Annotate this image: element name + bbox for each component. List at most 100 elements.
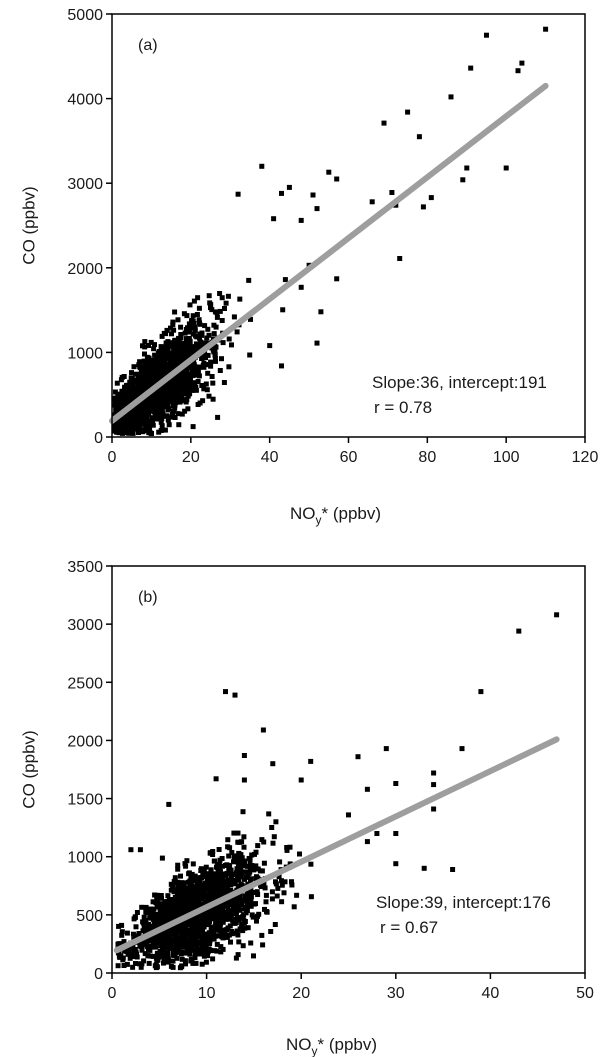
chart-b-point [171,878,177,884]
chart-b-point [239,839,245,845]
chart-b-point [186,944,192,949]
chart-a-point [155,367,161,373]
chart-b-point [235,952,241,958]
chart-a-point [202,323,208,329]
chart-a-point [172,309,178,315]
chart-b-point [199,875,205,881]
chart-b-point [242,861,247,866]
chart-b-point [190,861,196,867]
chart-b-point [140,928,146,934]
chart-b-point [554,612,560,618]
chart-b-point [183,961,188,967]
chart-b-y-tick-label: 2500 [67,675,103,692]
chart-a-point [147,394,153,400]
chart-b-point [241,753,247,758]
chart-b-point [119,929,125,935]
chart-b-point [224,902,230,908]
chart-b-point [256,911,262,917]
chart-a-point [169,331,174,337]
chart-a-point [267,343,273,349]
chart-b-point [156,940,162,946]
chart-b-point [236,906,242,912]
chart-a-point [137,371,143,377]
chart-b-point [161,939,167,945]
chart-b-point [150,909,156,915]
chart-a-point [217,368,223,373]
chart-b-point [161,945,167,951]
chart-b-point [241,920,247,926]
chart-a-point [175,344,181,350]
chart-a-point [209,374,215,379]
chart-b-point [150,899,156,905]
chart-a-point [416,134,422,140]
chart-b-point [279,878,284,884]
chart-a-point [114,380,120,386]
chart-b-point [178,908,184,914]
chart-a-point [180,348,186,354]
chart-b-point [119,932,125,938]
chart-a-point [179,411,185,417]
chart-b-y-axis-label: CO (ppbv) [19,730,38,808]
chart-b-point [214,948,220,954]
chart-a-point [127,411,133,417]
chart-b-point [393,781,399,786]
chart-b-point [179,888,185,894]
chart-b-point [207,947,213,953]
chart-b-point [229,931,235,937]
chart-b-point [223,689,228,695]
chart-a-point [160,346,166,352]
chart-b-point [115,950,121,956]
chart-b-point [163,905,169,911]
chart-b-point [180,920,186,926]
chart-a-point [195,402,201,407]
chart-b-point [220,912,226,918]
chart-a-point [187,302,193,308]
chart-b-point [124,930,130,936]
chart-b-point [181,898,187,904]
chart-b-point [130,943,136,949]
chart-a-point [183,379,189,385]
chart-b-y-tick-label: 1500 [67,792,103,809]
chart-b-point [205,922,211,928]
chart-b-y-tick-label: 2000 [67,733,103,750]
chart-a-point [174,348,180,354]
chart-a-point [235,191,241,197]
chart-a-y-tick-label: 5000 [67,7,103,24]
chart-b-point [240,915,246,921]
chart-b-point [203,864,209,870]
chart-b-point [289,882,295,888]
chart-b-point [185,937,191,943]
chart-a-point [178,332,184,337]
chart-a-point [116,400,122,406]
chart-b-point [196,914,202,920]
chart-a-point [428,195,434,201]
chart-b-point [153,962,159,968]
chart-b-point [185,941,191,947]
chart-a-point [123,400,128,406]
chart-b-point [241,777,247,783]
chart-a-y-axis-label: CO (ppbv) [19,186,38,264]
chart-a-point [212,355,218,361]
chart-a-point [159,333,165,339]
chart-a-point [126,427,132,433]
chart-a-point [149,415,155,421]
chart-b-point [223,883,228,889]
chart-b-point [253,849,259,855]
chart-b-point [450,867,456,872]
chart-a-point [142,339,148,345]
chart-b-point [116,923,122,929]
chart-a-point [176,335,182,341]
chart-b-point [184,907,190,913]
chart-a-point [515,68,521,74]
chart-b-point [230,906,236,912]
chart-b-point [254,918,259,924]
chart-a-point [191,321,197,327]
chart-a-point [197,335,202,341]
chart-a-point [194,333,200,339]
chart-a-point [231,314,237,320]
chart-a-point [203,381,209,387]
chart-a-point [196,317,202,323]
chart-a-point [184,370,190,376]
chart-b-point [131,949,137,955]
chart-b-point [201,867,206,873]
